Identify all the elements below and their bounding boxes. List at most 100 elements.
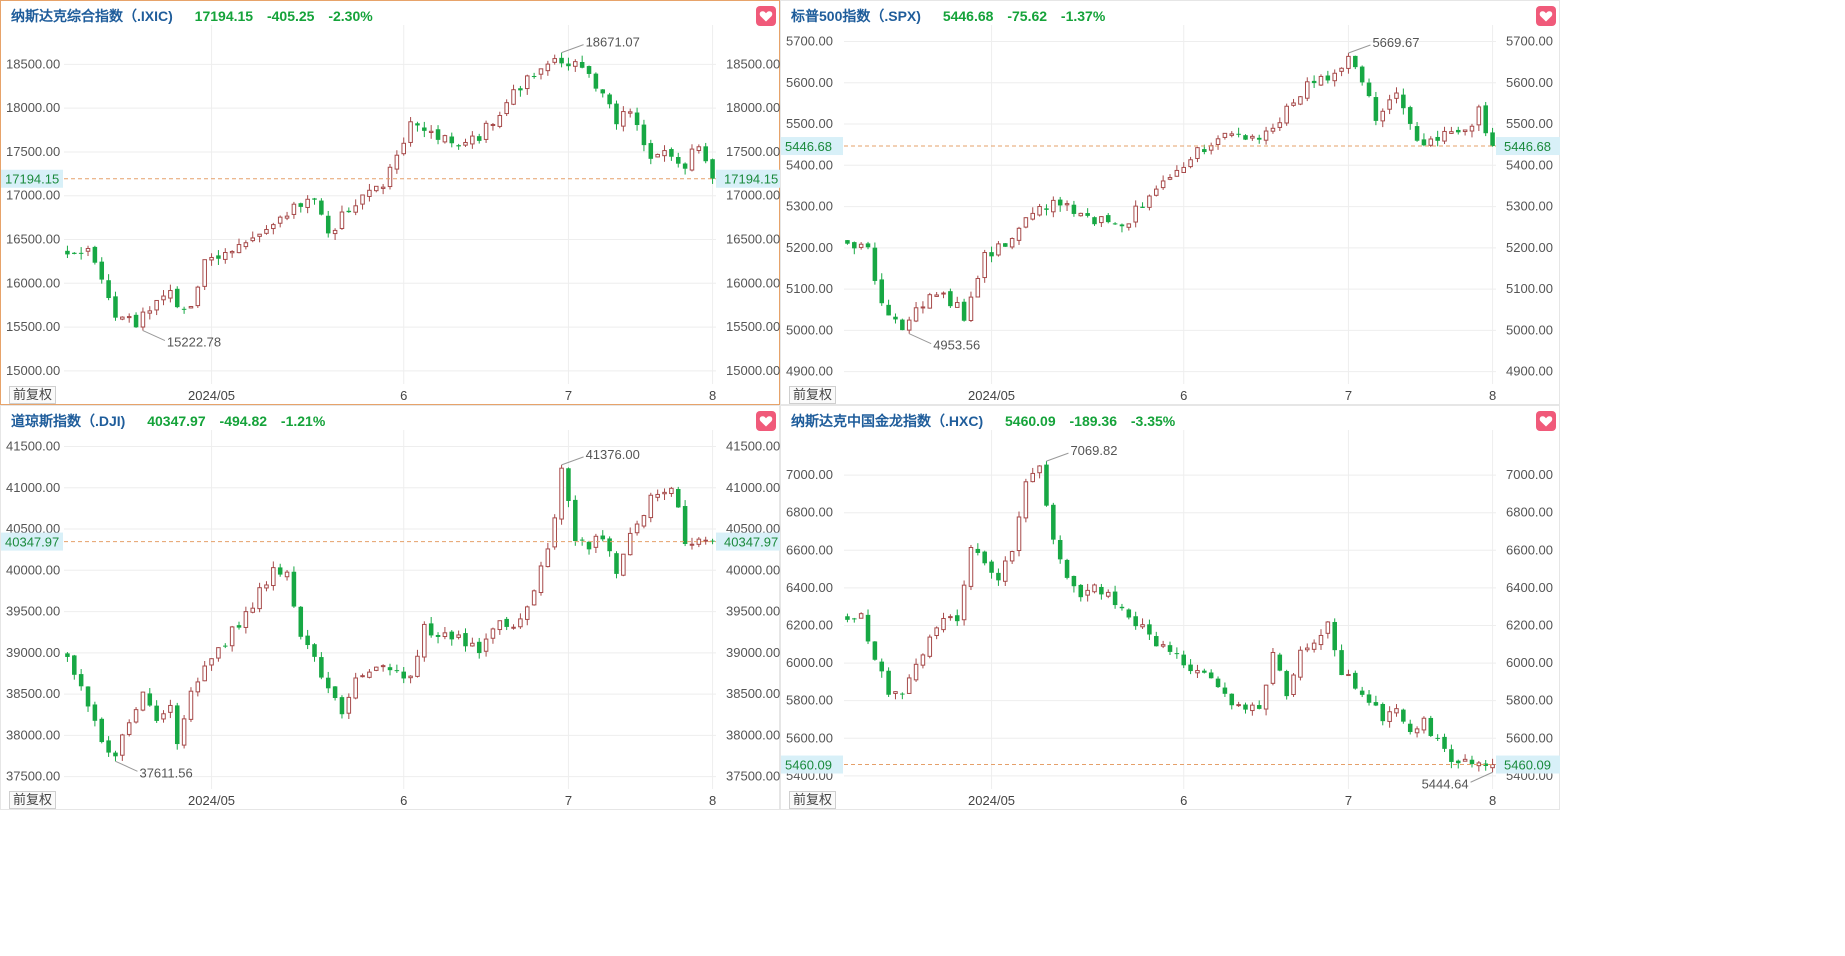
chart-panel-hxc[interactable]: 纳斯达克中国金龙指数（.HXC) 5460.09 -189.36 -3.35% … [780,405,1560,810]
candle [879,273,885,306]
candle [72,654,77,680]
y-tick-label-right: 41500.00 [726,439,780,454]
candle [886,299,891,316]
y-tick-label-right: 16500.00 [726,232,780,247]
candle [216,250,221,265]
candle [188,305,194,309]
candle [696,537,702,548]
candle [1188,659,1193,675]
y-tick-label-right: 5300.00 [1506,199,1553,214]
chart-panel-spx[interactable]: 标普500指数（.SPX) 5446.68 -75.62 -1.37% 4900… [780,0,1560,405]
index-name[interactable]: 纳斯达克综合指数（.IXIC) [11,8,173,24]
candle [1428,715,1434,738]
candle [1359,686,1365,698]
candle [1174,165,1180,177]
y-tick-label-left: 16000.00 [6,275,60,290]
x-tick-label: 6 [1180,388,1187,403]
candle [1387,94,1392,115]
adjust-mode-button[interactable]: 前复权 [789,386,837,404]
candle [99,717,105,744]
y-tick-label-left: 15500.00 [6,319,60,334]
candle [1462,754,1468,762]
candle [394,664,400,673]
y-tick-label-left: 5000.00 [786,322,833,337]
candle [1071,575,1077,593]
chart-panel-dji[interactable]: 道琼斯指数（.DJI) 40347.97 -494.82 -1.21% 3750… [0,405,780,810]
panel-header: 纳斯达克中国金龙指数（.HXC) 5460.09 -189.36 -3.35% [791,412,1185,430]
candle [573,59,578,72]
panel-header: 纳斯达克综合指数（.IXIC) 17194.15 -405.25 -2.30% [11,7,383,25]
candle [1112,585,1118,609]
heart-icon[interactable] [756,411,776,431]
candle [504,616,509,631]
current-price-label-right: 5446.68 [1504,139,1551,154]
candle [1044,461,1049,507]
y-tick-label-left: 5100.00 [786,281,833,296]
candle [325,210,331,238]
candle [332,228,338,240]
candle [634,520,640,536]
candle [140,691,146,712]
candle [865,241,871,250]
candle [1332,618,1337,657]
candle [996,241,1001,257]
candle [161,710,166,723]
candle [1133,611,1138,630]
index-name[interactable]: 道琼斯指数（.DJI) [11,413,126,429]
heart-icon[interactable] [1536,6,1556,26]
candle [1366,690,1372,706]
candle [236,238,242,254]
y-tick-label-left: 40500.00 [6,521,60,536]
candle [710,538,715,545]
candle [1085,583,1090,602]
candle [463,138,468,147]
heart-icon[interactable] [756,6,776,26]
candle [1401,708,1406,724]
candle [291,566,297,608]
candle [1181,650,1186,669]
candle [586,540,592,555]
y-tick-label-left: 37500.00 [6,769,60,784]
candle [291,201,297,219]
candle [961,298,967,322]
candle [1236,701,1241,707]
candlestick-chart[interactable]: 15000.00 15000.00 15500.00 15500.00 16000.00… [1,1,781,406]
candle [1003,243,1008,247]
candle [1298,96,1303,106]
candle [1140,618,1145,629]
high-price-label: 41376.00 [586,447,640,462]
candle [209,658,214,671]
candle [1401,88,1406,115]
candlestick-chart[interactable]: 4900.00 4900.00 5000.00 5000.00 5100.00 5100.… [781,1,1561,406]
low-price-label: 4953.56 [933,338,980,353]
y-tick-label-right: 39000.00 [726,645,780,660]
adjust-mode-button[interactable]: 前复权 [9,386,57,404]
candle [408,675,413,684]
y-tick-label-right: 6600.00 [1506,542,1553,557]
x-tick-label: 8 [709,793,716,808]
candle [1325,621,1331,639]
y-tick-label-left: 18500.00 [6,56,60,71]
index-name[interactable]: 标普500指数（.SPX) [791,8,921,24]
x-tick-label: 2024/05 [968,793,1015,808]
chart-panel-ixic[interactable]: 纳斯达克综合指数（.IXIC) 17194.15 -405.25 -2.30% … [0,0,780,405]
y-tick-label-left: 41000.00 [6,480,60,495]
candle [422,621,427,662]
y-tick-label-right: 41000.00 [726,480,780,495]
adjust-mode-button[interactable]: 前复权 [789,791,837,809]
index-name[interactable]: 纳斯达克中国金龙指数（.HXC) [791,413,984,429]
adjust-mode-button[interactable]: 前复权 [9,791,57,809]
candlestick-chart[interactable]: 37500.00 37500.00 38000.00 38000.00 38500.00… [1,406,781,811]
heart-icon[interactable] [1536,411,1556,431]
candle [415,649,420,678]
candle [463,628,468,652]
y-tick-label-left: 38500.00 [6,686,60,701]
candle [223,643,228,649]
y-tick-label-right: 5400.00 [1506,157,1553,172]
candle [1469,755,1475,768]
candle [1119,223,1125,233]
candle [277,215,283,228]
candle [476,637,482,659]
candle [1126,608,1132,620]
